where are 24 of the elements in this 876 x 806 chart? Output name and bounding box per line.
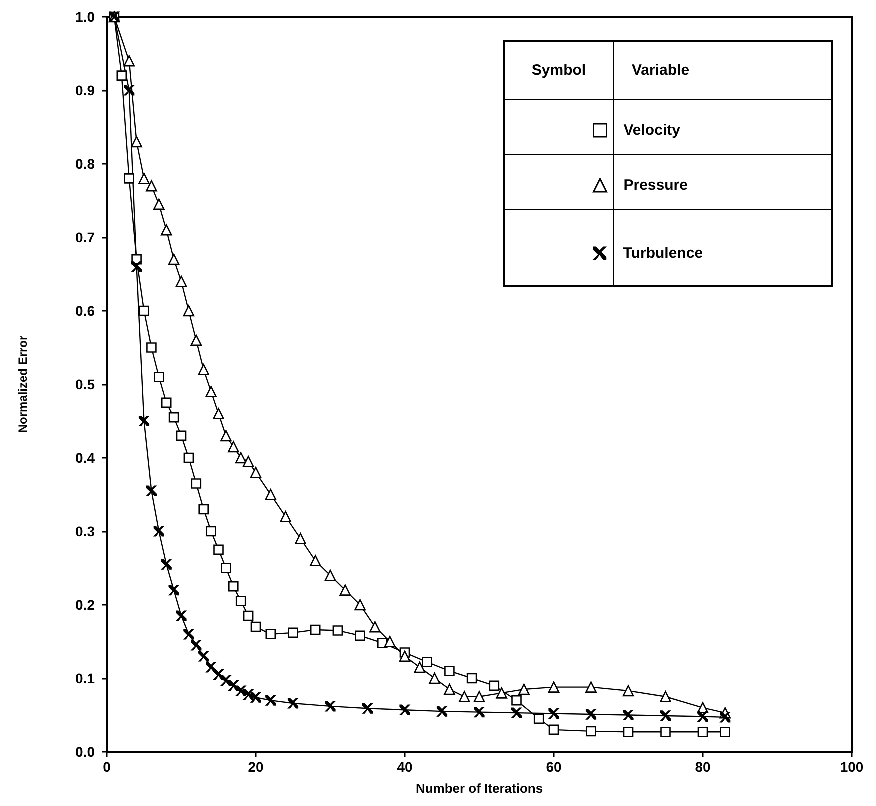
x-tick-label: 0 bbox=[103, 759, 112, 775]
y-tick-label: 0.3 bbox=[76, 524, 96, 540]
x-tick-label: 100 bbox=[840, 759, 864, 775]
y-tick-label: 0.5 bbox=[76, 376, 96, 392]
y-tick-label: 0.4 bbox=[76, 450, 96, 466]
x-tick-label: 80 bbox=[695, 759, 711, 775]
y-tick-label: 0.0 bbox=[76, 744, 96, 760]
annotation: Variable bbox=[614, 42, 831, 100]
y-tick-label: 0.2 bbox=[76, 597, 96, 613]
legend-label: Turbulence bbox=[623, 245, 704, 262]
legend-label: Velocity bbox=[624, 122, 682, 139]
x-tick-label: 40 bbox=[397, 759, 413, 775]
y-tick-label: 0.8 bbox=[76, 156, 96, 172]
x-axis-title: Number of Iterations bbox=[416, 781, 544, 796]
x-tick-label: 20 bbox=[248, 759, 264, 775]
y-axis-title: Normalized Error bbox=[16, 335, 30, 434]
y-tick-label: 0.6 bbox=[76, 303, 96, 319]
annotation: Symbol bbox=[505, 42, 614, 100]
y-tick-label: 0.1 bbox=[76, 670, 96, 686]
x-tick-label: 60 bbox=[546, 759, 562, 775]
y-tick-label: 1.0 bbox=[76, 9, 96, 25]
y-tick-label: 0.9 bbox=[76, 82, 96, 98]
y-tick-label: 0.7 bbox=[76, 230, 96, 246]
legend-label: Pressure bbox=[624, 177, 688, 194]
